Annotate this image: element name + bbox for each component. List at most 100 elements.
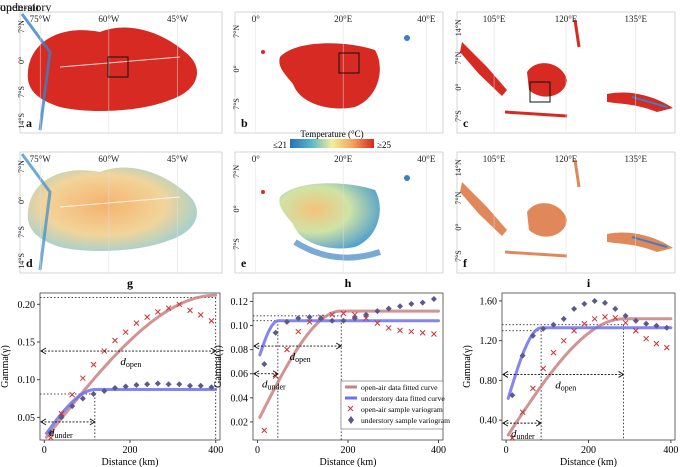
y-tick-label: 1.20 [480, 336, 498, 347]
lat-tick-label: 14°N [454, 159, 463, 176]
open-air-sample-point [374, 320, 381, 326]
lon-tick-label: 20°E [334, 14, 353, 24]
open-air-sample-point [363, 315, 369, 322]
understory-sample-point [581, 300, 588, 307]
open-air-sample-point [385, 325, 392, 331]
understory-sample-point [529, 332, 536, 339]
lon-tick-label: 135°E [624, 154, 647, 164]
understory-sample-point [601, 299, 608, 306]
open-air-sample-point [408, 328, 415, 335]
open-air-sample-point [643, 335, 650, 342]
y-axis-label: Gamma(γ) [0, 345, 11, 388]
understory-sample-point [653, 322, 660, 329]
understory-sample-point [154, 380, 161, 387]
distance-label-under: dunder [511, 428, 535, 441]
lon-tick-label: 75°W [30, 154, 52, 164]
west-africa-patch [261, 190, 265, 194]
open-air-sample-point [329, 311, 336, 318]
arrow-head-right [535, 419, 543, 427]
y-axis-label: Gamma(γ) [213, 345, 224, 388]
understory-sample-point [283, 318, 290, 325]
fitted-curve [506, 317, 673, 437]
distance-label-under: dunder [49, 427, 73, 440]
java-shape [504, 250, 568, 258]
lat-tick-label: 7°S [232, 98, 241, 110]
understory-sample-point [101, 388, 108, 394]
lat-tick-label: 7°S [17, 226, 26, 238]
chart-title: g [127, 276, 133, 290]
amazon-forest-shape [27, 167, 197, 252]
lat-tick-label: 7°N [232, 25, 241, 38]
arrow-head-left [40, 347, 47, 355]
y-tick-label: 0.15 [18, 338, 36, 349]
legend-label: understory data fitted curve [361, 394, 445, 403]
new-guinea-shape [607, 92, 673, 112]
sumatra-shape [460, 42, 507, 96]
open-air-sample-point [122, 329, 129, 336]
fitted-curve [44, 293, 218, 439]
understory-sample-point [133, 381, 140, 388]
open-air-sample-point [560, 337, 567, 344]
lon-tick-label: 0° [252, 154, 261, 164]
panel-letter: c [463, 116, 469, 130]
understory-sample-point [540, 325, 547, 332]
open-air-sample-point [90, 361, 97, 368]
open-air-sample-point [208, 318, 215, 324]
map-panel-a: 75°W 60°W 45°W 7°N 0° 7°S 14°S a [17, 11, 223, 134]
lon-tick-label: 60°W [98, 154, 120, 164]
lat-tick-label: 7°N [454, 51, 463, 64]
lat-tick-label: 7°N [17, 160, 26, 173]
understory-sample-point [165, 381, 172, 388]
lon-tick-label: 120°E [555, 154, 578, 164]
open-air-sample-point [431, 331, 437, 337]
lat-tick-label: 7°S [17, 86, 26, 98]
map-panel-f: 105°E 120°E 135°E 14°N 7°N 0° 7°S f [454, 151, 676, 274]
arrow-head-left [253, 342, 260, 350]
lat-tick-label: 14°S [17, 113, 26, 129]
east-africa-patch [404, 175, 410, 181]
understory-sample-point [58, 414, 65, 421]
map-panel-c: 105°E 120°E 135°E 14°N 7°N 0° 7°S c [454, 11, 676, 134]
highland-cool-shape [631, 236, 668, 248]
open-air-sample-point [509, 435, 516, 441]
understory-sample-point [122, 383, 129, 390]
colorbar-min-label: ≤21 [273, 140, 287, 150]
arrow-head-right [89, 418, 96, 426]
lon-tick-label: 105°E [483, 154, 506, 164]
fitted-curve [44, 388, 218, 435]
row-label-understory: understory [0, 0, 52, 14]
understory-sample-point [261, 361, 268, 368]
x-tick-label: 400 [663, 445, 678, 456]
map-panel-d: 75°W 60°W 45°W 7°N 0° 7°S 14°S d [17, 151, 223, 274]
open-air-sample-point [653, 340, 660, 347]
colorbar-title: Temperature (°C) [300, 129, 363, 139]
x-tick-label: 200 [581, 445, 596, 456]
sumatra-shape [460, 182, 507, 236]
fitted-curve [258, 319, 440, 357]
arrow-head-left [253, 370, 260, 378]
legend-label: open-air sample variogram [361, 405, 443, 414]
understory-sample-point [176, 381, 183, 388]
understory-sample-point [374, 308, 381, 315]
congo-forest-shape [279, 183, 380, 249]
amazon-forest-shape [27, 27, 197, 112]
lon-tick-label: 0° [252, 14, 261, 24]
lat-tick-label: 7°S [232, 238, 241, 250]
open-air-sample-point [47, 434, 54, 441]
understory-sample-point [550, 321, 557, 328]
open-air-sample-point [58, 410, 65, 417]
open-air-sample-point [261, 427, 268, 434]
andes-edge-shape [20, 13, 52, 131]
x-tick-label: 0 [504, 445, 509, 456]
understory-sample-point [351, 315, 358, 322]
lon-tick-label: 45°W [167, 14, 189, 24]
open-air-sample-point [165, 305, 172, 311]
arrow-head-right [618, 371, 625, 378]
x-tick-label: 0 [42, 445, 47, 456]
lon-tick-label: 40°E [417, 154, 436, 164]
open-air-sample-point [519, 409, 526, 416]
open-air-sample-point [530, 385, 536, 392]
lon-tick-label: 120°E [555, 14, 578, 24]
study-box-b [338, 52, 360, 74]
